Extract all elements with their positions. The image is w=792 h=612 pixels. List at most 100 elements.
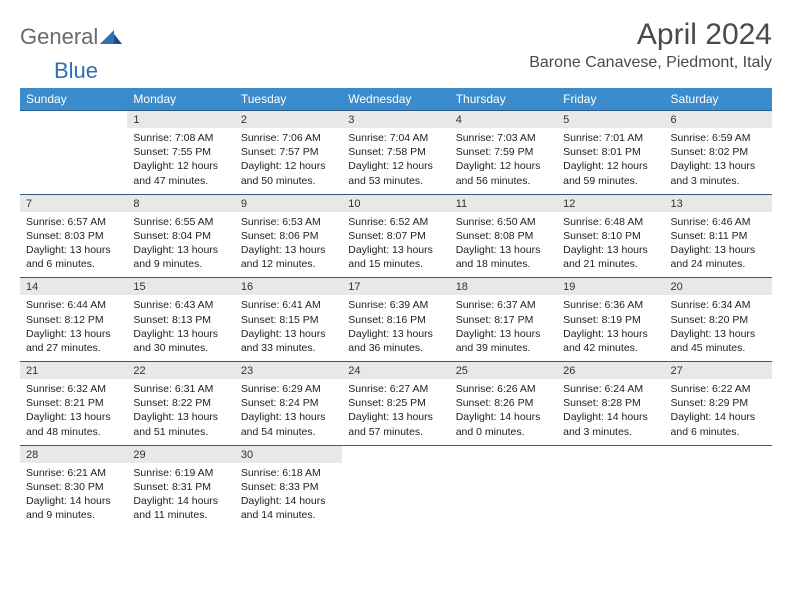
weekday-header: Sunday <box>20 88 127 111</box>
day-number-cell: 25 <box>450 362 557 380</box>
day-content-cell: Sunrise: 6:26 AMSunset: 8:26 PMDaylight:… <box>450 379 557 445</box>
day-content-cell: Sunrise: 6:55 AMSunset: 8:04 PMDaylight:… <box>127 212 234 278</box>
weekday-header-row: Sunday Monday Tuesday Wednesday Thursday… <box>20 88 772 111</box>
day-number-row: 14151617181920 <box>20 278 772 296</box>
weekday-header: Friday <box>557 88 664 111</box>
day-content-cell: Sunrise: 6:41 AMSunset: 8:15 PMDaylight:… <box>235 295 342 361</box>
day-content-row: Sunrise: 6:32 AMSunset: 8:21 PM Daylight:… <box>20 379 772 445</box>
day-number-cell: 21 <box>20 362 127 380</box>
sunrise-line: Sunrise: 6:26 AM <box>456 382 551 396</box>
day-content-cell: Sunrise: 6:57 AMSunset: 8:03 PMDaylight:… <box>20 212 127 278</box>
day-content-cell: Sunrise: 6:59 AMSunset: 8:02 PMDaylight:… <box>665 128 772 194</box>
sunrise-line: Sunrise: 6:27 AM <box>348 382 443 396</box>
sunset-line: Sunset: 8:24 PM <box>241 396 336 410</box>
day-number-cell: 10 <box>342 194 449 212</box>
sunrise-line: Sunrise: 6:50 AM <box>456 215 551 229</box>
day-content-row: Sunrise: 6:44 AMSunset: 8:12 PMDaylight:… <box>20 295 772 361</box>
day-number-cell: 2 <box>235 111 342 129</box>
sunrise-line: Sunrise: 6:59 AM <box>671 131 766 145</box>
sunrise-line: Sunrise: 6:52 AM <box>348 215 443 229</box>
daylight-line: Daylight: 12 hours and 53 minutes. <box>348 159 443 187</box>
daylight-line: Daylight: 14 hours and 3 minutes. <box>563 410 658 438</box>
sunset-line: Sunset: 8:15 PM <box>241 313 336 327</box>
day-content-row: Sunrise: 6:21 AMSunset: 8:30 PMDaylight:… <box>20 463 772 529</box>
sunrise-line: Sunrise: 6:57 AM <box>26 215 121 229</box>
sunrise-line: Sunrise: 6:44 AM <box>26 298 121 312</box>
weekday-header: Tuesday <box>235 88 342 111</box>
day-number-cell: 4 <box>450 111 557 129</box>
sunset-line: Sunset: 8:19 PM <box>563 313 658 327</box>
day-number-cell <box>20 111 127 129</box>
sunset-line: Sunset: 8:07 PM <box>348 229 443 243</box>
daylight-line: Daylight: 13 hours and 33 minutes. <box>241 327 336 355</box>
daylight-line: Daylight: 12 hours and 50 minutes. <box>241 159 336 187</box>
day-content-cell: Sunrise: 6:50 AMSunset: 8:08 PMDaylight:… <box>450 212 557 278</box>
day-number-cell: 16 <box>235 278 342 296</box>
daylight-line: Daylight: 13 hours and 12 minutes. <box>241 243 336 271</box>
sunset-line: Sunset: 8:25 PM <box>348 396 443 410</box>
calendar-body: 123456Sunrise: 7:08 AMSunset: 7:55 PMDay… <box>20 111 772 529</box>
day-content-cell: Sunrise: 6:39 AMSunset: 8:16 PMDaylight:… <box>342 295 449 361</box>
day-number-cell: 13 <box>665 194 772 212</box>
day-content-cell: Sunrise: 6:37 AMSunset: 8:17 PMDaylight:… <box>450 295 557 361</box>
daylight-line: Daylight: 14 hours and 9 minutes. <box>26 494 121 522</box>
daylight-line: Daylight: 13 hours and 9 minutes. <box>133 243 228 271</box>
day-content-cell <box>665 463 772 529</box>
day-content-cell: Sunrise: 6:18 AMSunset: 8:33 PMDaylight:… <box>235 463 342 529</box>
sunset-line: Sunset: 7:57 PM <box>241 145 336 159</box>
daylight-line: Daylight: 13 hours and 30 minutes. <box>133 327 228 355</box>
day-content-cell: Sunrise: 6:31 AMSunset: 8:22 PMDaylight:… <box>127 379 234 445</box>
day-number-cell <box>450 445 557 463</box>
day-number-cell: 30 <box>235 445 342 463</box>
day-content-cell: Sunrise: 6:43 AMSunset: 8:13 PMDaylight:… <box>127 295 234 361</box>
sunrise-line: Sunrise: 6:22 AM <box>671 382 766 396</box>
daylight-line: Daylight: 13 hours and 27 minutes. <box>26 327 121 355</box>
day-content-cell: Sunrise: 7:01 AMSunset: 8:01 PMDaylight:… <box>557 128 664 194</box>
calendar-table: Sunday Monday Tuesday Wednesday Thursday… <box>20 88 772 528</box>
daylight-line: Daylight: 13 hours and 51 minutes. <box>133 410 228 438</box>
day-content-cell: Sunrise: 6:46 AMSunset: 8:11 PMDaylight:… <box>665 212 772 278</box>
sunrise-line: Sunrise: 6:32 AM <box>26 382 121 396</box>
logo-mark-icon <box>100 26 122 49</box>
daylight-line: Daylight: 14 hours and 6 minutes. <box>671 410 766 438</box>
sunset-line: Sunset: 8:10 PM <box>563 229 658 243</box>
day-number-cell: 9 <box>235 194 342 212</box>
sunset-line: Sunset: 8:21 PM <box>26 396 121 410</box>
day-number-cell: 3 <box>342 111 449 129</box>
day-number-cell: 20 <box>665 278 772 296</box>
sunrise-line: Sunrise: 6:39 AM <box>348 298 443 312</box>
daylight-line: Daylight: 12 hours and 56 minutes. <box>456 159 551 187</box>
day-content-cell: Sunrise: 6:34 AMSunset: 8:20 PMDaylight:… <box>665 295 772 361</box>
day-number-cell <box>342 445 449 463</box>
day-number-row: 21222324252627 <box>20 362 772 380</box>
sunset-line: Sunset: 8:04 PM <box>133 229 228 243</box>
sunset-line: Sunset: 7:59 PM <box>456 145 551 159</box>
day-number-row: 123456 <box>20 111 772 129</box>
calendar-page: General April 2024 Barone Canavese, Pied… <box>0 0 792 538</box>
sunset-line: Sunset: 8:03 PM <box>26 229 121 243</box>
day-content-cell: Sunrise: 6:36 AMSunset: 8:19 PMDaylight:… <box>557 295 664 361</box>
sunrise-line: Sunrise: 6:19 AM <box>133 466 228 480</box>
sunrise-line: Sunrise: 6:41 AM <box>241 298 336 312</box>
day-number-row: 282930 <box>20 445 772 463</box>
day-number-cell: 6 <box>665 111 772 129</box>
day-number-cell: 24 <box>342 362 449 380</box>
day-content-cell: Sunrise: 6:19 AMSunset: 8:31 PMDaylight:… <box>127 463 234 529</box>
day-content-cell: Sunrise: 6:27 AMSunset: 8:25 PMDaylight:… <box>342 379 449 445</box>
day-content-cell: Sunrise: 6:52 AMSunset: 8:07 PMDaylight:… <box>342 212 449 278</box>
sunset-line: Sunset: 8:01 PM <box>563 145 658 159</box>
day-content-cell: Sunrise: 6:53 AMSunset: 8:06 PMDaylight:… <box>235 212 342 278</box>
daylight-line: Daylight: 14 hours and 14 minutes. <box>241 494 336 522</box>
sunrise-line: Sunrise: 6:21 AM <box>26 466 121 480</box>
sunrise-line: Sunrise: 7:08 AM <box>133 131 228 145</box>
sunset-line: Sunset: 8:29 PM <box>671 396 766 410</box>
daylight-line: Daylight: 12 hours and 59 minutes. <box>563 159 658 187</box>
day-content-cell <box>20 128 127 194</box>
day-number-cell <box>665 445 772 463</box>
daylight-line: Daylight: 13 hours and 18 minutes. <box>456 243 551 271</box>
daylight-line: Daylight: 14 hours and 11 minutes. <box>133 494 228 522</box>
daylight-line: Daylight: 13 hours and 6 minutes. <box>26 243 121 271</box>
day-content-cell: Sunrise: 6:48 AMSunset: 8:10 PMDaylight:… <box>557 212 664 278</box>
sunrise-line: Sunrise: 6:53 AM <box>241 215 336 229</box>
month-title: April 2024 <box>529 18 772 52</box>
